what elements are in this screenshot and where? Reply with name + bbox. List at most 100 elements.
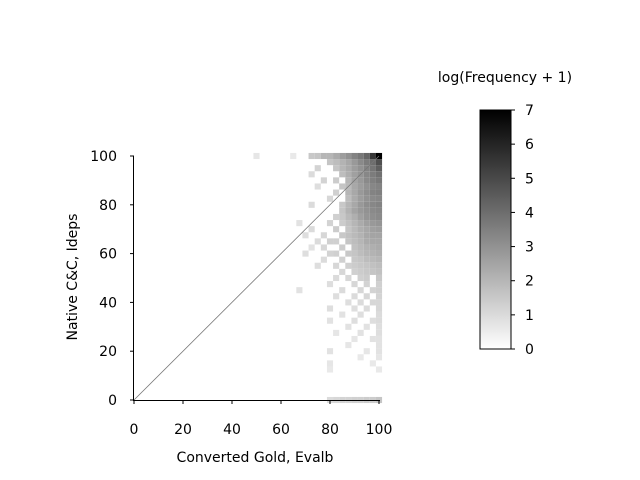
heatmap-cell xyxy=(375,207,383,214)
diagonal-reference-line xyxy=(133,155,380,401)
heatmap-cell xyxy=(369,207,376,214)
heatmap-cell xyxy=(345,238,352,245)
heatmap-cell xyxy=(375,165,383,172)
heatmap-cell xyxy=(369,250,376,257)
heatmap-cell xyxy=(357,354,364,361)
heatmap-cell xyxy=(339,207,346,214)
x-tick-label: 80 xyxy=(321,422,339,438)
heatmap-cell xyxy=(375,183,383,190)
heatmap-cell xyxy=(369,177,376,184)
colorbar-tick-label: 2 xyxy=(525,274,534,290)
heatmap-cell xyxy=(339,311,346,318)
heatmap-cell xyxy=(369,189,376,196)
heatmap-cell xyxy=(375,171,383,178)
heatmap-cell xyxy=(375,220,383,227)
heatmap-cell xyxy=(320,152,327,160)
heatmap-cell xyxy=(339,232,346,239)
heatmap-cell xyxy=(339,159,346,166)
heatmap-cell xyxy=(369,152,376,160)
heatmap-cell xyxy=(345,226,352,233)
heatmap-cell xyxy=(326,250,334,257)
heatmap-cell xyxy=(363,281,370,288)
x-tick-label: 40 xyxy=(223,422,241,438)
heatmap-cell xyxy=(339,165,346,172)
colorbar-gradient xyxy=(479,109,512,350)
heatmap-cell xyxy=(357,213,364,221)
heatmap-cell xyxy=(326,317,334,324)
heatmap-cell xyxy=(326,360,334,367)
heatmap-cell xyxy=(326,238,334,245)
heatmap-cell xyxy=(357,165,364,172)
heatmap-cell xyxy=(375,189,383,196)
heatmap-cell xyxy=(333,159,340,166)
heatmap-cell xyxy=(351,232,358,239)
y-tick-label: 0 xyxy=(108,393,117,409)
heatmap-cell xyxy=(333,213,340,221)
heatmap-cell xyxy=(369,299,376,306)
heatmap-cell xyxy=(369,262,376,269)
heatmap-cell xyxy=(375,268,383,275)
heatmap-cell xyxy=(363,171,370,178)
heatmap-cell xyxy=(363,207,370,214)
heatmap-cell xyxy=(302,250,309,257)
heatmap-cell xyxy=(351,183,358,190)
heatmap-cell xyxy=(314,238,321,245)
heatmap-cell xyxy=(375,213,383,221)
heatmap-cell xyxy=(357,152,364,160)
heatmap-cell xyxy=(339,152,346,160)
heatmap-cell xyxy=(363,220,370,227)
colorbar-tick-label: 7 xyxy=(525,103,534,119)
heatmap-cell xyxy=(375,232,383,239)
heatmap-cell xyxy=(363,262,370,269)
heatmap-cell xyxy=(375,152,383,160)
heatmap-cell xyxy=(375,244,383,251)
y-axis-label: Native C&C, Ideps xyxy=(65,214,81,341)
heatmap-cell xyxy=(363,201,370,208)
heatmap-cell xyxy=(345,201,352,208)
heatmap-cell xyxy=(351,201,358,208)
y-tick-label: 40 xyxy=(99,295,117,311)
heatmap-cell xyxy=(253,152,260,160)
heatmap-cell xyxy=(308,152,315,160)
heatmap-cell xyxy=(375,311,383,318)
heatmap-cell xyxy=(375,323,383,330)
heatmap-cell xyxy=(363,152,370,160)
heatmap-cell xyxy=(345,207,352,214)
heatmap-cell xyxy=(326,220,334,227)
heatmap-cell xyxy=(375,195,383,202)
y-axis-ticks: 0 20 40 60 80 100 xyxy=(90,149,134,409)
heatmap-cell xyxy=(357,244,364,251)
heatmap-cell xyxy=(345,232,352,239)
heatmap-cell xyxy=(345,152,352,160)
heatmap-cell xyxy=(351,281,358,288)
heatmap-cell xyxy=(326,152,334,160)
heatmap-cell xyxy=(296,220,303,227)
heatmap-cell xyxy=(369,335,376,343)
heatmap-cell xyxy=(375,293,383,300)
heatmap-cell xyxy=(363,244,370,251)
heatmap-cell xyxy=(375,317,383,324)
heatmap-cell xyxy=(375,250,383,257)
heatmap-cell xyxy=(326,281,334,288)
heatmap-cell xyxy=(351,213,358,221)
heatmap-cell xyxy=(333,250,340,257)
heatmap-cell xyxy=(369,256,376,263)
heatmap-cell xyxy=(351,226,358,233)
heatmap-cell xyxy=(357,250,364,257)
heatmap-cell xyxy=(375,238,383,245)
heatmap-cell xyxy=(369,220,376,227)
heatmap-cell xyxy=(345,342,352,349)
heatmap-cell xyxy=(333,238,340,245)
heatmap-cell xyxy=(363,159,370,166)
heatmap-cell xyxy=(333,165,340,172)
heatmap-cell xyxy=(345,299,352,306)
heatmap-cell xyxy=(357,177,364,184)
heatmap-cell xyxy=(351,305,358,312)
heatmap-cell xyxy=(375,366,383,373)
heatmap-cell xyxy=(369,238,376,245)
heatmap-cell xyxy=(351,238,358,245)
heatmap-cell xyxy=(339,287,346,294)
plot-area xyxy=(133,152,383,404)
y-tick-label: 60 xyxy=(99,247,117,263)
heatmap-cell xyxy=(339,220,346,227)
